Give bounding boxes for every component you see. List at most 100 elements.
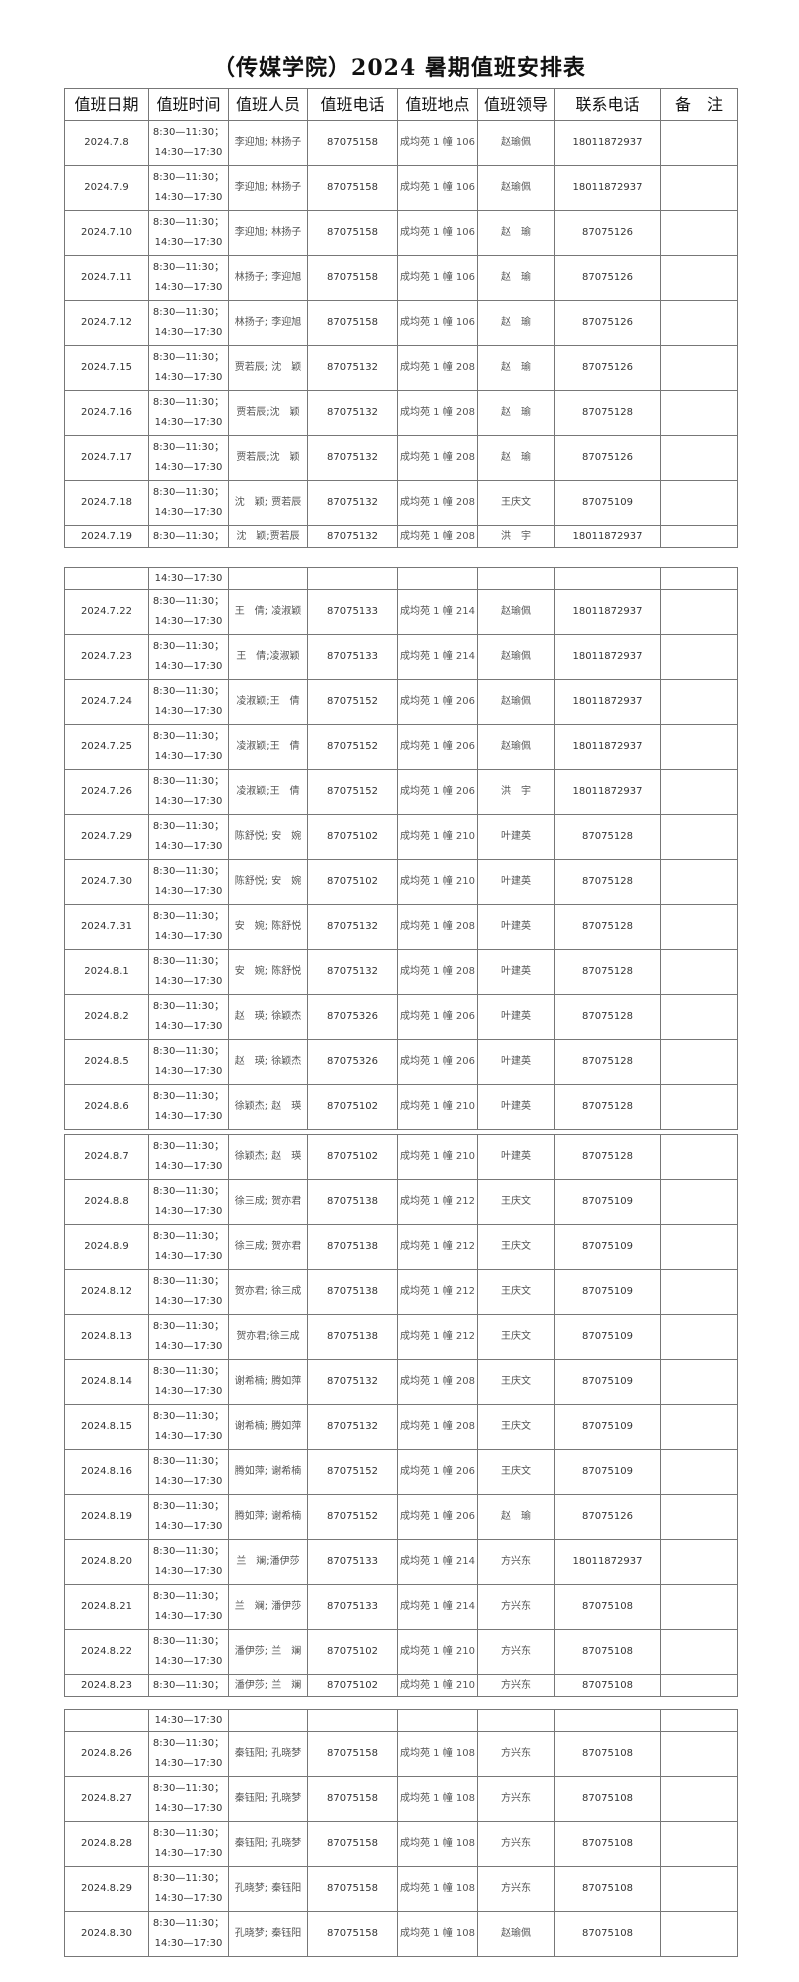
cell-contact: 87075126 xyxy=(554,300,661,346)
cell-staff: 凌淑颖;王 倩 xyxy=(228,679,308,725)
cell-leader: 赵 瑜 xyxy=(477,1494,555,1540)
time-line: 14:30—17:30 xyxy=(154,462,223,473)
cell-staff: 贾若辰; 沈 颖 xyxy=(228,345,308,391)
cell-contact: 87075128 xyxy=(554,814,661,860)
time-line: 14:30—17:30 xyxy=(154,1521,223,1532)
cell-place: 成均苑 1 幢 106 xyxy=(397,255,478,301)
time-line: 8:30—11:30； xyxy=(152,127,225,138)
cell-phone: 87075326 xyxy=(307,994,398,1040)
cell-time: 8:30—11:30； 14:30—17:30 xyxy=(148,1629,229,1675)
cell-leader: 王庆文 xyxy=(477,1179,555,1225)
cell-staff: 徐颖杰; 赵 瑛 xyxy=(228,1134,308,1180)
time-line: 14:30—17:30 xyxy=(154,841,223,852)
cell-time: 8:30—11:30； 14:30—17:30 xyxy=(148,1449,229,1495)
cell-phone: 87075102 xyxy=(307,859,398,905)
cell-leader: 王庆文 xyxy=(477,1269,555,1315)
cell-date: 2024.8.29 xyxy=(64,1866,149,1912)
time-line: 8:30—11:30； xyxy=(152,776,225,787)
cell-phone: 87075158 xyxy=(307,120,398,166)
cell-place: 成均苑 1 幢 206 xyxy=(397,769,478,815)
cell-place: 成均苑 1 幢 212 xyxy=(397,1179,478,1225)
time-line: 8:30—11:30； xyxy=(152,1091,225,1102)
cell-note xyxy=(660,1179,738,1225)
cell-phone: 87075102 xyxy=(307,1134,398,1180)
cell-staff: 李迎旭; 林扬子 xyxy=(228,210,308,256)
cell-note xyxy=(660,634,738,680)
cell-note xyxy=(660,679,738,725)
time-line: 8:30—11:30； xyxy=(152,1321,225,1332)
cell-time: 8:30—11:30； 14:30—17:30 xyxy=(148,345,229,391)
cell-staff: 秦钰阳; 孔晓梦 xyxy=(228,1776,308,1822)
cell-contact: 87075109 xyxy=(554,480,661,526)
cell-staff: 兰 斓;潘伊莎 xyxy=(228,1539,308,1585)
cell-date: 2024.8.1 xyxy=(64,949,149,995)
cell-place: 成均苑 1 幢 208 xyxy=(397,949,478,995)
cell-staff: 贾若辰;沈 颖 xyxy=(228,435,308,481)
cell-contact: 87075128 xyxy=(554,390,661,436)
time-line: 8:30—11:30； xyxy=(152,1679,225,1691)
cell-time: 8:30—11:30； 14:30—17:30 xyxy=(148,769,229,815)
time-line: 8:30—11:30； xyxy=(152,1231,225,1242)
cell-place: 成均苑 1 幢 108 xyxy=(397,1731,478,1777)
cell-contact: 18011872937 xyxy=(554,120,661,166)
cell-phone: 87075158 xyxy=(307,1776,398,1822)
time-line: 8:30—11:30； xyxy=(152,731,225,742)
table-row: 2024.8.23 8:30—11:30； 潘伊莎; 兰 斓 87075102 成均苑 … xyxy=(64,1674,738,1697)
time-line: 8:30—11:30； xyxy=(152,172,225,183)
cell-staff: 潘伊莎; 兰 斓 xyxy=(228,1629,308,1675)
cell-date: 2024.7.29 xyxy=(64,814,149,860)
cell-place: 成均苑 1 幢 106 xyxy=(397,165,478,211)
table-row: 2024.7.22 8:30—11:30； 14:30—17:30 王 倩; 凌淑颖 8… xyxy=(64,589,738,635)
cell-date: 2024.8.12 xyxy=(64,1269,149,1315)
cell-note xyxy=(660,300,738,346)
time-line: 14:30—17:30 xyxy=(154,1848,223,1859)
cell-phone: 87075138 xyxy=(307,1269,398,1315)
cell-staff: 林扬子; 李迎旭 xyxy=(228,300,308,346)
time-line: 14:30—17:30 xyxy=(154,706,223,717)
cell-phone xyxy=(307,567,398,590)
time-line: 8:30—11:30； xyxy=(152,397,225,408)
cell-date: 2024.8.6 xyxy=(64,1084,149,1130)
cell-phone: 87075158 xyxy=(307,300,398,346)
cell-note xyxy=(660,210,738,256)
cell-contact: 87075128 xyxy=(554,904,661,950)
cell-leader: 王庆文 xyxy=(477,480,555,526)
cell-date: 2024.8.21 xyxy=(64,1584,149,1630)
time-line: 14:30—17:30 xyxy=(154,507,223,518)
cell-date: 2024.8.26 xyxy=(64,1731,149,1777)
time-line: 14:30—17:30 xyxy=(154,796,223,807)
cell-note xyxy=(660,904,738,950)
cell-place: 成均苑 1 幢 210 xyxy=(397,859,478,905)
time-line: 14:30—17:30 xyxy=(154,147,223,158)
time-line: 8:30—11:30； xyxy=(152,1828,225,1839)
cell-note xyxy=(660,390,738,436)
cell-time: 8:30—11:30； 14:30—17:30 xyxy=(148,1911,229,1957)
cell-place: 成均苑 1 幢 210 xyxy=(397,1084,478,1130)
cell-contact: 87075126 xyxy=(554,1494,661,1540)
cell-contact: 87075109 xyxy=(554,1224,661,1270)
time-line: 14:30—17:30 xyxy=(154,1758,223,1769)
cell-time: 8:30—11:30； xyxy=(148,1674,229,1697)
cell-place: 成均苑 1 幢 214 xyxy=(397,589,478,635)
schedule-table-section: 值班日期 值班时间 值班人员 值班电话 值班地点 值班领导 联系电话备 注 2024.7.8 8… xyxy=(64,88,738,548)
cell-date: 2024.7.11 xyxy=(64,255,149,301)
time-line: 8:30—11:30； xyxy=(152,1918,225,1929)
cell-staff: 徐三成; 贺亦君 xyxy=(228,1179,308,1225)
time-line: 8:30—11:30； xyxy=(152,641,225,652)
cell-leader: 赵瑜佩 xyxy=(477,679,555,725)
cell-place: 成均苑 1 幢 214 xyxy=(397,1539,478,1585)
cell-date: 2024.7.25 xyxy=(64,724,149,770)
cell-time: 8:30—11:30； 14:30—17:30 xyxy=(148,1776,229,1822)
cell-staff: 兰 斓; 潘伊莎 xyxy=(228,1584,308,1630)
cell-leader: 叶建英 xyxy=(477,1084,555,1130)
cell-staff: 沈 颖;贾若辰 xyxy=(228,525,308,548)
cell-date: 2024.8.22 xyxy=(64,1629,149,1675)
time-line: 14:30—17:30 xyxy=(154,661,223,672)
cell-contact: 18011872937 xyxy=(554,1539,661,1585)
cell-staff: 腾如萍; 谢希楠 xyxy=(228,1494,308,1540)
table-row: 2024.7.8 8:30—11:30； 14:30—17:30 李迎旭; 林扬子 87… xyxy=(64,120,738,166)
cell-contact: 18011872937 xyxy=(554,589,661,635)
